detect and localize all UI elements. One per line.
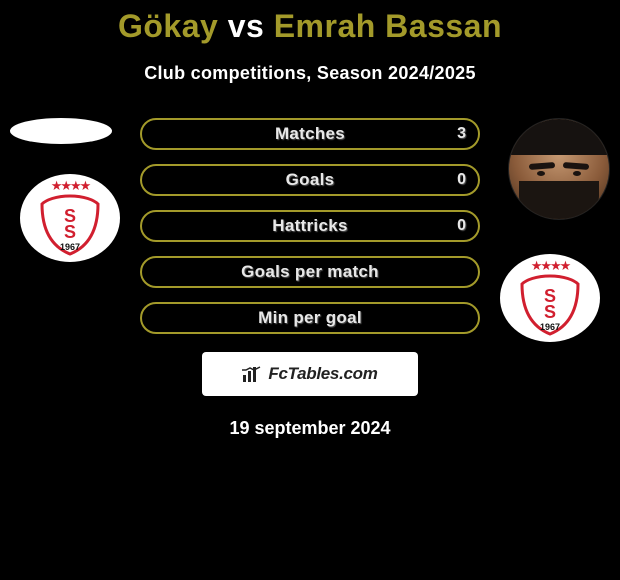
badge-year: 1967 (32, 242, 108, 252)
stat-label: Hattricks (272, 216, 347, 236)
page-title: Gökay vs Emrah Bassan (0, 0, 620, 45)
brand-label: FcTables.com (268, 364, 377, 384)
stat-row-hattricks: Hattricks 0 (140, 210, 480, 242)
stat-label: Goals per match (241, 262, 379, 282)
sivasspor-badge: ★★★★ S S 1967 (32, 180, 108, 256)
stat-row-goals-per-match: Goals per match (140, 256, 480, 288)
date-label: 19 september 2024 (0, 418, 620, 439)
player1-club-badge: ★★★★ S S 1967 (20, 174, 120, 262)
brand-box[interactable]: FcTables.com (202, 352, 418, 396)
stat-right-value: 0 (457, 217, 466, 235)
stat-label: Min per goal (258, 308, 362, 328)
stat-label: Goals (286, 170, 335, 190)
stat-row-min-per-goal: Min per goal (140, 302, 480, 334)
player2-avatar (508, 118, 610, 220)
player2-name: Emrah Bassan (274, 8, 502, 44)
badge-stars: ★★★★ (32, 178, 108, 194)
player1-avatar (10, 118, 112, 144)
stat-right-value: 3 (457, 125, 466, 143)
player1-name: Gökay (118, 8, 218, 44)
stat-right-value: 0 (457, 171, 466, 189)
comparison-panel: ★★★★ S S 1967 ★★★★ S (0, 118, 620, 439)
vs-separator: vs (228, 8, 265, 44)
stat-label: Matches (275, 124, 345, 144)
stat-row-goals: Goals 0 (140, 164, 480, 196)
badge-year: 1967 (512, 322, 588, 332)
sivasspor-badge: ★★★★ S S 1967 (512, 260, 588, 336)
bar-chart-icon (242, 365, 262, 383)
svg-text:S: S (544, 302, 556, 322)
stat-row-matches: Matches 3 (140, 118, 480, 150)
badge-stars: ★★★★ (512, 258, 588, 274)
player2-club-badge: ★★★★ S S 1967 (500, 254, 600, 342)
subtitle: Club competitions, Season 2024/2025 (0, 63, 620, 84)
stats-list: Matches 3 Goals 0 Hattricks 0 Goals per … (140, 118, 480, 334)
svg-text:S: S (64, 222, 76, 242)
